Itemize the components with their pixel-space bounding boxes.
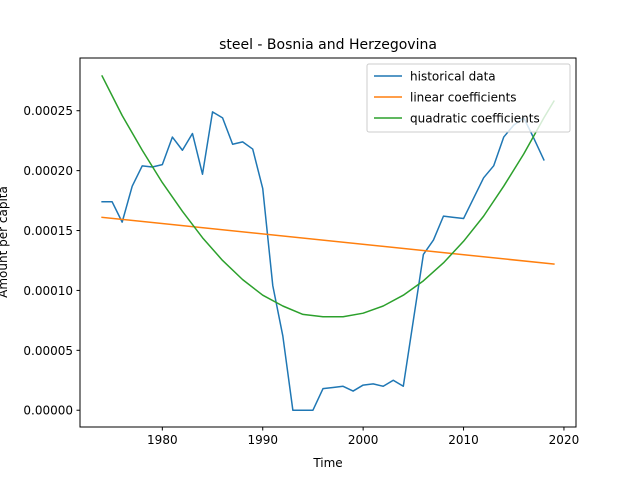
- legend-label: historical data: [410, 70, 496, 84]
- legend: historical data linear coefficients quadra…: [366, 63, 571, 133]
- y-tick-label: 0.00000: [23, 404, 73, 418]
- legend-label: quadratic coefficients: [410, 112, 540, 126]
- y-tick-label: 0.00005: [23, 344, 73, 358]
- x-tick-label: 2000: [348, 433, 379, 447]
- legend-label: linear coefficients: [410, 91, 517, 105]
- y-tick-label: 0.00020: [23, 164, 73, 178]
- y-tick-label: 0.00015: [23, 224, 73, 238]
- axes-frame: [79, 57, 577, 428]
- y-axis-label: Amount per capita: [0, 186, 10, 298]
- y-tick-label: 0.00010: [23, 284, 73, 298]
- series-line-1: [101, 216, 555, 265]
- chart-title: steel - Bosnia and Herzegovina: [219, 37, 437, 53]
- x-axis: 1980 1990 2000 2010 2020: [147, 427, 579, 447]
- series-line-2: [101, 74, 555, 318]
- series-line-0: [101, 111, 545, 411]
- x-tick-label: 1980: [147, 433, 178, 447]
- y-tick-label: 0.00025: [23, 104, 73, 118]
- x-axis-label: Time: [312, 456, 342, 470]
- x-tick-label: 1990: [247, 433, 278, 447]
- plot-area: [101, 74, 555, 411]
- y-axis: 0.00000 0.00005 0.00010 0.00015 0.00020 0.000…: [23, 104, 80, 418]
- x-tick-label: 2010: [448, 433, 479, 447]
- legend-box: [366, 63, 571, 133]
- x-tick-label: 2020: [549, 433, 580, 447]
